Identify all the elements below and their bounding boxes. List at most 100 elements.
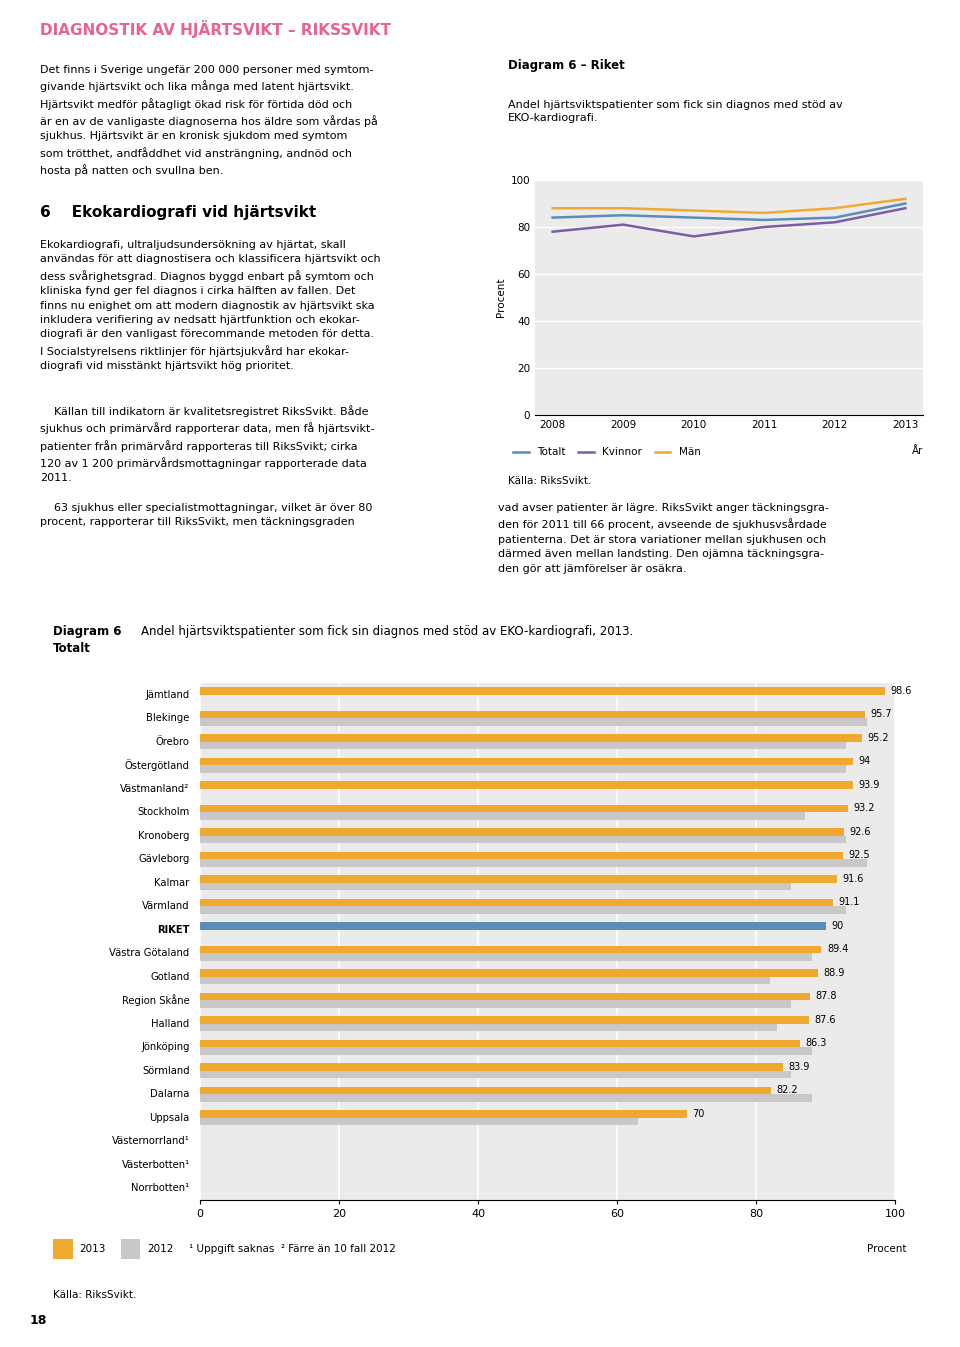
Bar [200,859,867,866]
Text: ¹ Uppgift saknas  ² Färre än 10 fall 2012: ¹ Uppgift saknas ² Färre än 10 fall 2012 [189,1243,396,1254]
Bar [200,898,833,907]
Bar [53,1239,73,1258]
Text: Västerbotten¹: Västerbotten¹ [122,1160,189,1169]
Bar [200,835,847,843]
Bar [200,828,844,835]
Text: Stockholm: Stockholm [137,807,189,818]
Bar [200,711,865,718]
Text: 95.2: 95.2 [867,733,889,744]
Text: Andel hjärtsviktspatienter som fick sin diagnos med stöd av EKO-kardiografi, 201: Andel hjärtsviktspatienter som fick sin … [141,625,634,637]
Bar [200,734,862,742]
Text: 2012: 2012 [147,1243,174,1254]
Text: 6    Ekokardiografi vid hjärtsvikt: 6 Ekokardiografi vid hjärtsvikt [40,205,316,220]
Bar [200,781,852,789]
Text: 91.1: 91.1 [839,897,860,908]
Text: 63 sjukhus eller specialistmottagningar, vilket är över 80
procent, rapporterar : 63 sjukhus eller specialistmottagningar,… [40,502,372,528]
Bar [200,1047,811,1055]
Text: Kalmar: Kalmar [155,878,189,888]
Text: Andel hjärtsviktspatienter som fick sin diagnos med stöd av
EKO-kardiografi.: Andel hjärtsviktspatienter som fick sin … [508,100,843,123]
Text: Västmanland²: Västmanland² [120,784,189,793]
Text: Västernorrland¹: Västernorrland¹ [111,1137,189,1146]
Legend: Totalt, Kvinnor, Män: Totalt, Kvinnor, Män [509,443,705,462]
Text: Dalarna: Dalarna [150,1090,189,1099]
Bar [200,970,818,977]
Text: 95.7: 95.7 [871,710,892,719]
Bar [200,1024,777,1032]
Text: Procent: Procent [867,1243,907,1254]
Bar [200,687,885,695]
Text: 18: 18 [30,1315,47,1328]
Text: Blekinge: Blekinge [146,714,189,723]
Text: 70: 70 [692,1109,705,1119]
Bar [200,1110,686,1118]
Bar [200,993,810,1001]
Text: Östergötland: Östergötland [125,760,189,772]
Text: 92.5: 92.5 [849,850,870,861]
Bar [200,1087,771,1094]
Text: Gävleborg: Gävleborg [138,854,189,865]
Text: Diagram 6: Diagram 6 [53,625,122,637]
Bar [200,876,836,882]
Bar [200,882,791,890]
Bar [200,1016,809,1024]
Text: Värmland: Värmland [142,901,189,912]
Text: Källa: RiksSvikt.: Källa: RiksSvikt. [53,1289,136,1300]
Text: 2013: 2013 [80,1243,106,1254]
Text: Källan till indikatorn är kvalitetsregistret RiksSvikt. Både
sjukhus och primärv: Källan till indikatorn är kvalitetsregis… [40,405,374,484]
Text: 89.4: 89.4 [827,944,849,955]
Text: 83.9: 83.9 [789,1061,810,1072]
Text: Gotland: Gotland [150,971,189,982]
Text: Örebro: Örebro [156,737,189,746]
Bar [200,1040,800,1047]
Bar [200,718,867,726]
Text: 91.6: 91.6 [842,874,864,884]
Text: Källa: RiksSvikt.: Källa: RiksSvikt. [508,477,591,486]
Text: 87.6: 87.6 [814,1016,836,1025]
Y-axis label: Procent: Procent [496,277,506,318]
Text: 88.9: 88.9 [824,968,845,978]
Bar [200,907,847,913]
Bar [200,977,770,985]
Text: Uppsala: Uppsala [150,1113,189,1123]
Text: 90: 90 [831,921,843,931]
Bar [200,1001,791,1008]
Text: År: År [912,446,923,455]
Text: vad avser patienter är lägre. RiksSvikt anger täckningsgra-
den för 2011 till 66: vad avser patienter är lägre. RiksSvikt … [498,502,828,574]
Bar [200,1063,783,1071]
Text: Halland: Halland [152,1018,189,1029]
Text: Totalt: Totalt [53,643,91,655]
Bar [200,758,853,765]
Text: Region Skåne: Region Skåne [122,994,189,1006]
Text: Jönköping: Jönköping [141,1043,189,1052]
Text: 93.9: 93.9 [858,780,879,789]
Text: Det finns i Sverige ungefär 200 000 personer med symtom-
givande hjärtsvikt och : Det finns i Sverige ungefär 200 000 pers… [40,65,378,176]
Text: DIAGNOSTIK AV HJÄRTSVIKT – RIKSSVIKT: DIAGNOSTIK AV HJÄRTSVIKT – RIKSSVIKT [40,20,391,38]
Text: 86.3: 86.3 [805,1039,827,1048]
Bar [200,812,804,820]
Text: Diagram 6 – Riket: Diagram 6 – Riket [508,59,625,71]
Bar [200,765,847,773]
Bar [200,1094,811,1102]
Text: Västra Götaland: Västra Götaland [109,948,189,958]
Bar [121,1239,140,1258]
Text: 82.2: 82.2 [777,1086,799,1095]
Bar [200,954,811,960]
Text: Ekokardiografi, ultraljudsundersökning av hjärtat, skall
användas för att diagno: Ekokardiografi, ultraljudsundersökning a… [40,240,380,372]
Bar [200,946,822,954]
Bar [200,851,843,859]
Text: Kronoberg: Kronoberg [138,831,189,841]
Text: 94: 94 [859,757,871,766]
Text: 93.2: 93.2 [853,804,875,814]
Bar [200,804,848,812]
Bar [200,923,826,929]
Bar [200,742,847,749]
Text: Jämtland: Jämtland [145,690,189,699]
Bar [200,1071,791,1078]
Text: 98.6: 98.6 [891,686,912,696]
Text: RIKET: RIKET [156,925,189,935]
Text: Norrbotten¹: Norrbotten¹ [132,1183,189,1193]
Text: 92.6: 92.6 [850,827,871,836]
Text: 87.8: 87.8 [816,991,837,1001]
Text: Sörmland: Sörmland [142,1065,189,1076]
Bar [200,1118,637,1125]
